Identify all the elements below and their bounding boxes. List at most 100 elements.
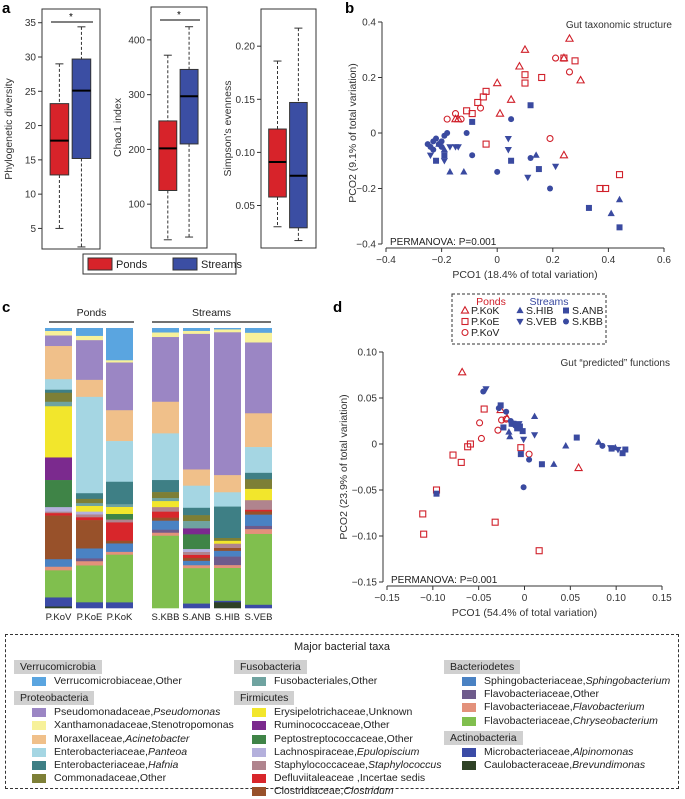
bar-segment-verruco — [245, 328, 272, 334]
marker-square — [517, 451, 524, 458]
taxon-entry-lachno: Lachnospiraceae, Epulopiscium — [252, 746, 442, 759]
bar-segment-staph — [106, 519, 133, 523]
bar-segment-stenotroph — [214, 329, 241, 333]
y-tick-label: 0.20 — [236, 42, 256, 53]
bar-segment-acineto — [152, 401, 179, 434]
bar-segment-panteoa — [152, 433, 179, 481]
taxon-family: Flavobacteriaceae, — [484, 701, 573, 714]
y-axis-title: PCO2 (23.9% of total variation) — [338, 394, 350, 539]
marker-square-open — [468, 110, 476, 118]
bar-s-kbb: S.KBB — [152, 328, 180, 623]
marker-square — [616, 224, 623, 231]
bar-segment-commona — [183, 515, 210, 522]
bar-segment-commona — [76, 498, 103, 504]
bar-segment-alpino — [76, 602, 103, 609]
marker-square-open — [521, 71, 529, 79]
bar-segment-hafnia — [152, 480, 179, 493]
bar-segment-deflu — [106, 522, 133, 541]
phylum-header: Firmicutes — [234, 691, 295, 706]
y-tick-label: 5 — [30, 224, 36, 235]
bar-label: S.ANB — [182, 612, 211, 623]
bar-segment-hafnia — [76, 493, 103, 500]
bar-segment-flavo_other — [152, 529, 179, 534]
bar-segment-staph — [152, 507, 179, 512]
x-tick-label: 0.10 — [606, 593, 626, 604]
marker-square — [497, 402, 504, 409]
phylum-header: Proteobacteria — [14, 691, 95, 706]
taxon-family: Commonadaceae, — [54, 772, 140, 785]
significance-star: * — [177, 10, 181, 21]
taxon-family: Verrucomicrobiaceae, — [54, 675, 156, 688]
taxon-family: Microbacteriaceae, — [484, 745, 573, 758]
taxon-genus: Other — [139, 772, 167, 785]
taxon-family: Defluviitaleaceae , — [274, 772, 360, 785]
taxon-genus: Flavobacterium — [572, 701, 645, 714]
x-tick-label: 0.6 — [657, 255, 671, 266]
marker-circle-open — [451, 110, 460, 118]
bar-segment-chryseo — [106, 554, 133, 603]
boxplot-a3: 0.05 0.10 0.15 0.20 Simpson's evenness — [222, 8, 317, 249]
marker-triangle-open — [576, 75, 586, 84]
taxon-family: Fusobacteriales, — [274, 675, 352, 688]
marker-circle-open — [443, 115, 451, 123]
marker-triangle — [615, 195, 624, 203]
phylum-header: Fusobacteria — [234, 660, 307, 674]
marker-circle-open — [565, 68, 574, 76]
bar-segment-chryseo — [76, 565, 103, 603]
bar-segment-flavo_other — [245, 525, 272, 530]
bar-segment-commona — [45, 392, 72, 403]
taxon-entry-deflu: Defluviitaleaceae , Incertae sedis — [252, 772, 442, 785]
marker-square-open — [560, 54, 568, 62]
bar-segment-flavo_other — [214, 556, 241, 566]
marker-triangle — [550, 460, 558, 467]
marker-square — [563, 307, 569, 314]
y-tick-label: 0.10 — [236, 148, 256, 159]
series-p-kov — [443, 54, 574, 143]
bar-segment-pseudo — [76, 340, 103, 381]
bar-segment-flavobact — [106, 551, 133, 555]
marker-triangle — [562, 442, 570, 449]
marker-circle — [563, 318, 569, 325]
bar-segment-commona — [214, 538, 241, 542]
marker-square-open — [602, 184, 610, 193]
taxon-genus: Chryseobacterium — [572, 714, 658, 727]
legend-label-ponds: Ponds — [116, 259, 148, 271]
marker-square-open — [521, 79, 529, 87]
bar-p-kok: P.KoK — [106, 328, 133, 623]
bar-segment-flavobact — [152, 532, 179, 537]
bar-segment-deflu — [45, 513, 72, 516]
series-s-anb — [433, 102, 623, 231]
box-streams — [289, 27, 308, 242]
bar-segment-pseudo — [106, 362, 133, 411]
scatter-b: −0.4 −0.2 0 0.2 0.4 0.6 −0.4 −0.2 0 0.2 0.4 PCO1 (1… — [347, 18, 672, 282]
marker-triangle-down — [426, 152, 435, 159]
marker-square — [514, 425, 521, 432]
y-tick-label: 35 — [25, 18, 37, 29]
bar-segment-alpino — [245, 604, 272, 609]
y-axis-title: PCO2 (9.1% of total variation) — [347, 63, 359, 202]
bar-segment-alpino — [183, 603, 210, 609]
bar-segment-acineto — [183, 469, 210, 486]
y-tick-label: 15 — [25, 155, 37, 166]
taxon-family: Peptostreptococcaceae, — [274, 732, 387, 745]
legend-item-label: P.KoV — [471, 327, 499, 339]
y-tick-label: 25 — [25, 87, 37, 98]
box-iqr — [179, 68, 199, 145]
bar-segment-pepto — [45, 480, 72, 508]
marker-square — [508, 157, 515, 164]
bar-segment-chryseo — [183, 568, 210, 604]
bar-segment-erysip — [45, 406, 72, 458]
bar-segment-sphingo — [214, 550, 241, 557]
taxon-swatch — [252, 677, 266, 687]
x-tick-label: −0.4 — [376, 255, 396, 266]
taxon-entry-staph: Staphylococcaceae, Staphylococcus — [252, 759, 442, 772]
bar-label: P.KoE — [77, 612, 103, 623]
bar-segment-acineto — [45, 346, 72, 380]
bar-segment-sphingo — [76, 548, 103, 559]
legend-item-s-kbb: S.KBB — [563, 316, 603, 328]
x-tick-label: 0.2 — [546, 255, 560, 266]
marker-square — [538, 461, 545, 468]
marker-square — [622, 446, 629, 453]
taxon-entry-flavobact: Flavobacteriaceae, Flavobacterium — [462, 701, 670, 714]
marker-square — [500, 424, 507, 431]
